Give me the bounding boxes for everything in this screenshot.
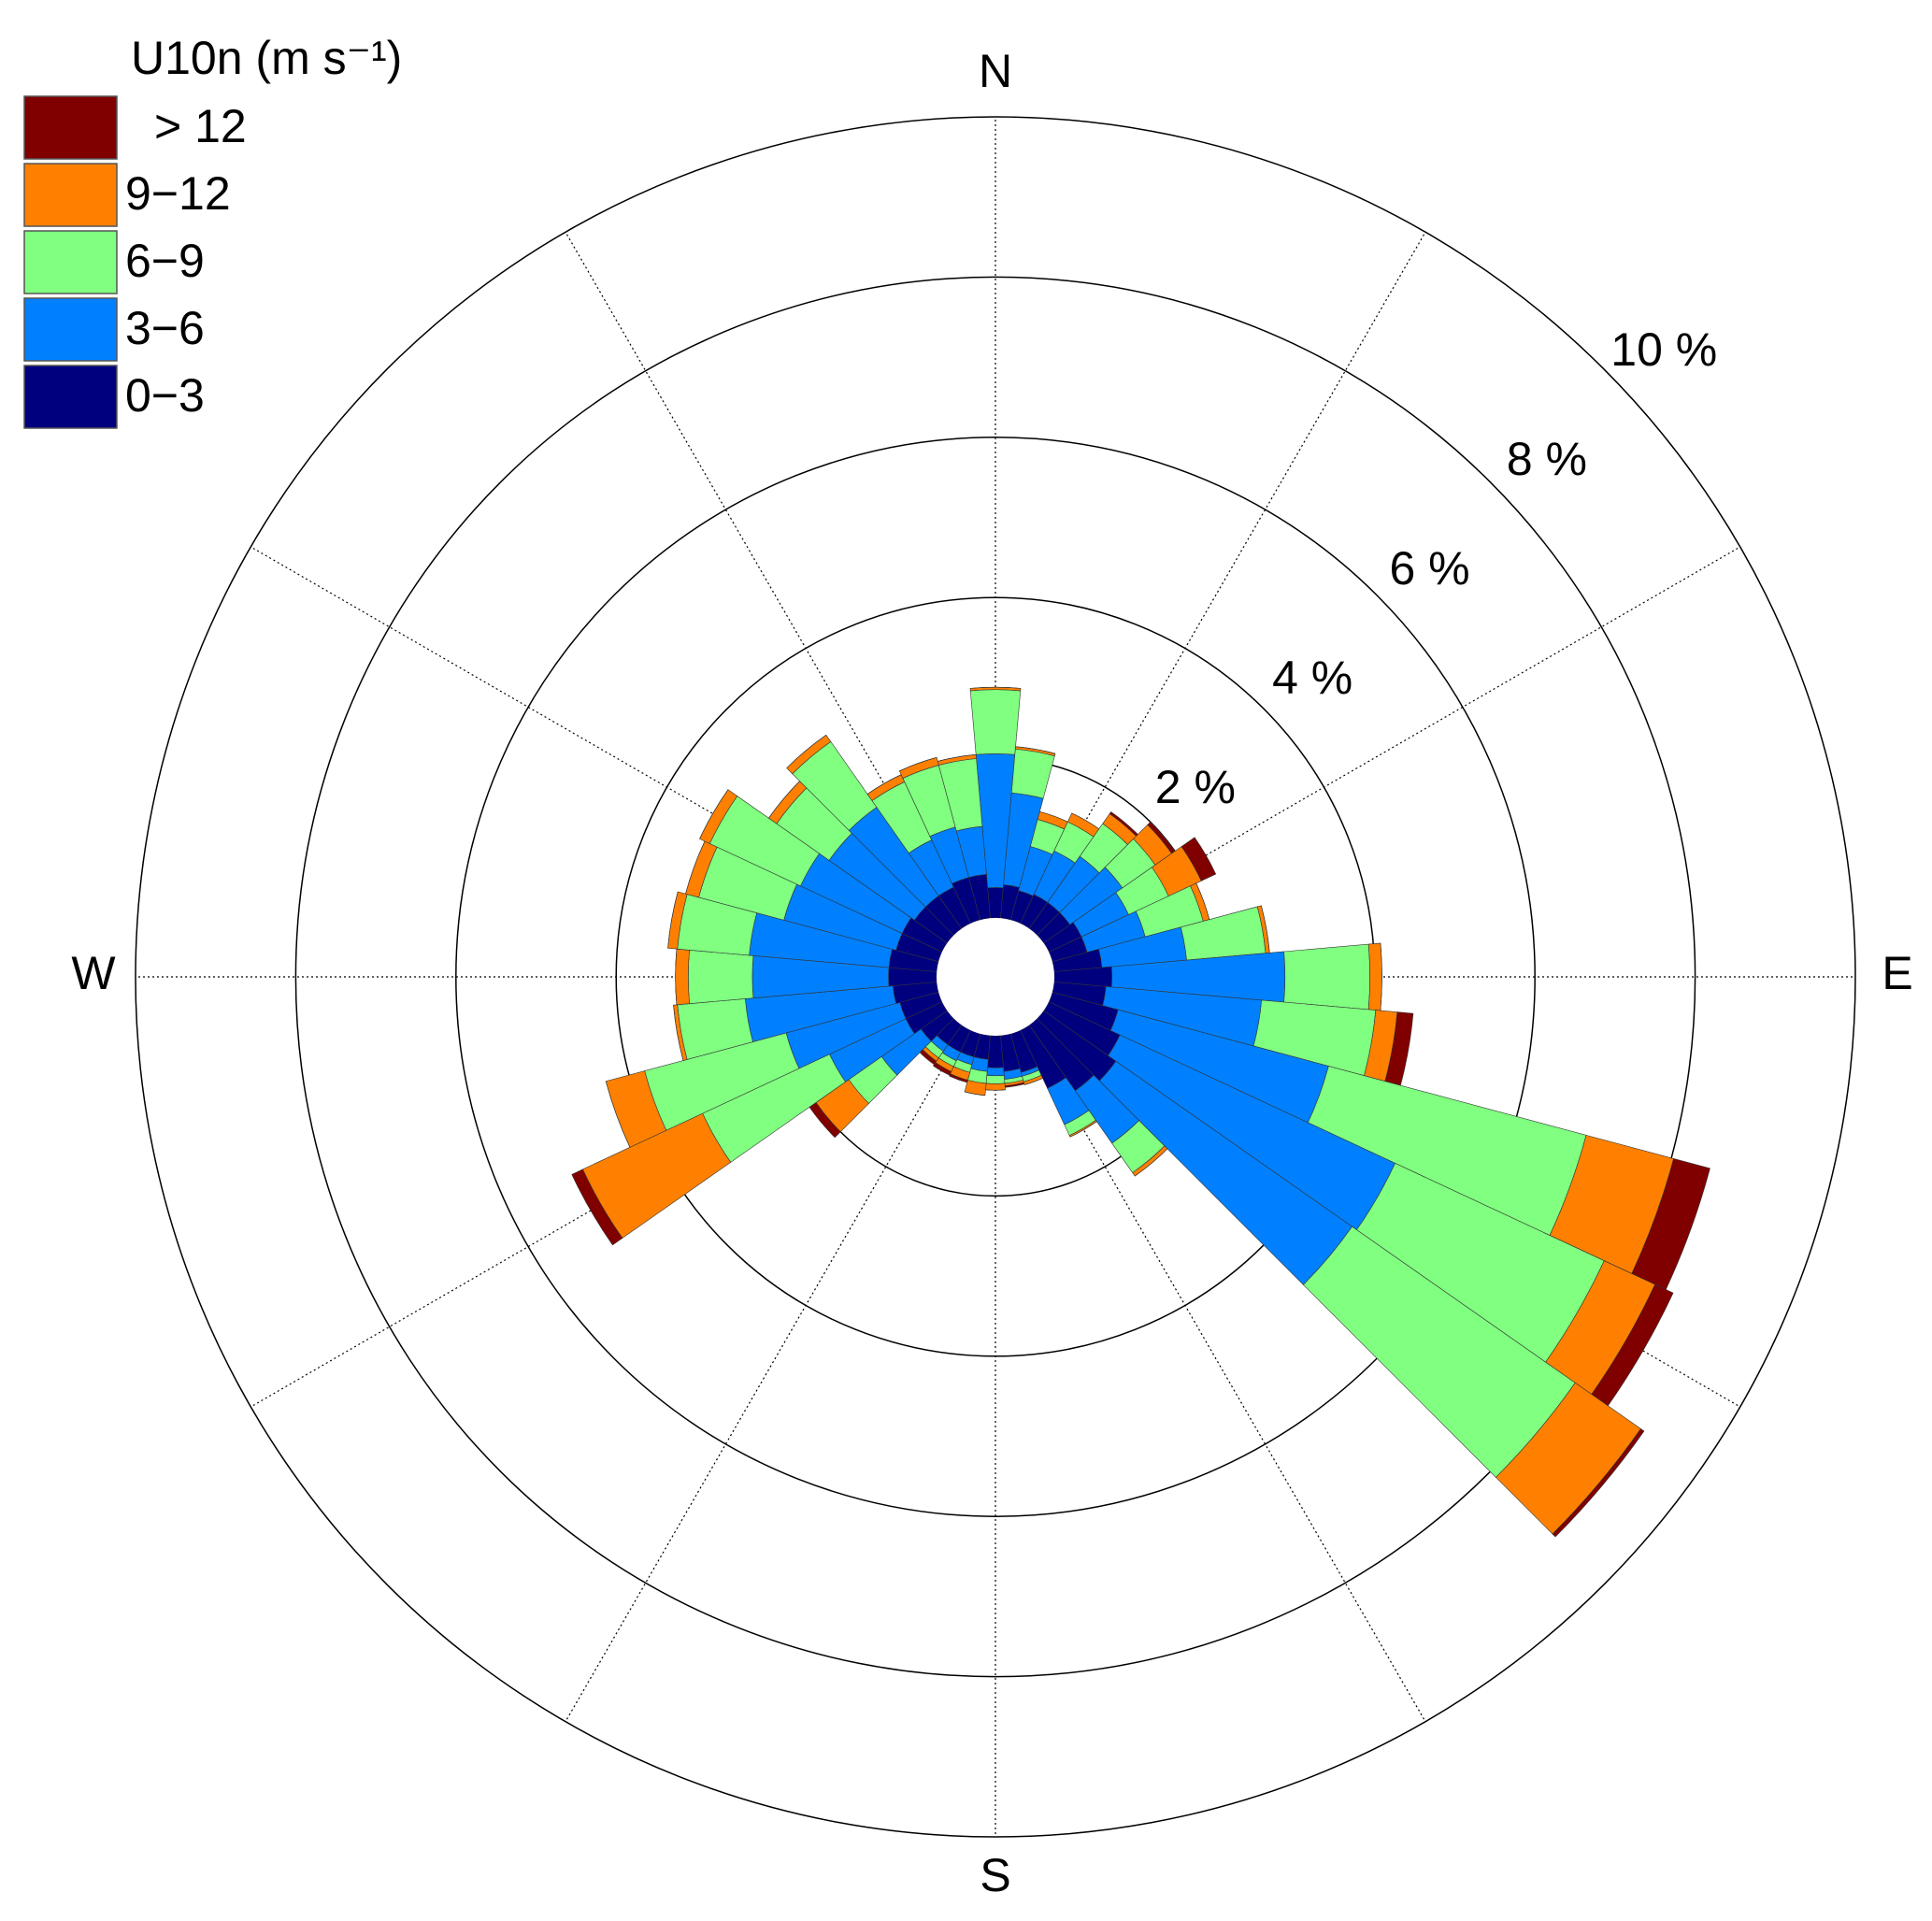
wind-segment (1367, 942, 1382, 1011)
legend-label: 9−12 (125, 167, 231, 220)
ring-label: 4 % (1272, 652, 1352, 704)
wind-segment (969, 689, 1022, 755)
wind-segment (949, 1073, 968, 1083)
legend: U10n (m s⁻¹) > 12 9−12 6−9 3−6 0−3 (23, 32, 402, 429)
wind-segment (675, 948, 690, 1006)
wind-segment (1069, 1121, 1097, 1138)
legend-swatch (23, 297, 118, 362)
legend-swatch (23, 95, 118, 160)
legend-label: 6−9 (125, 235, 205, 287)
ring (455, 437, 1536, 1517)
spoke (565, 231, 996, 978)
wind-segment (969, 686, 1022, 689)
wind-segment (673, 1005, 684, 1061)
legend-swatch (23, 230, 118, 294)
legend-label: 0−3 (125, 369, 205, 422)
wind-segment (932, 1062, 952, 1076)
spoke (995, 546, 1741, 978)
center-hole (937, 918, 1054, 1036)
spoke (995, 976, 1426, 1723)
spoke (565, 976, 996, 1723)
wind-segment (688, 950, 754, 1004)
wind-segment (899, 757, 937, 772)
legend-label: > 12 (154, 100, 247, 152)
ring (294, 276, 1696, 1678)
legend-swatch (23, 163, 118, 227)
legend-swatch (23, 365, 118, 429)
wind-segment (964, 1091, 985, 1097)
compass-label: W (71, 947, 116, 999)
wind-segment (1552, 1428, 1645, 1538)
wind-segment (571, 1168, 623, 1246)
legend-title: U10n (m s⁻¹) (131, 32, 402, 84)
legend-label: 3−6 (125, 302, 205, 354)
wind-segment (986, 1067, 1005, 1077)
ring-label: 6 % (1389, 542, 1469, 595)
wind-segment (1010, 748, 1055, 799)
compass-label: N (979, 45, 1012, 97)
ring (135, 116, 1856, 1838)
spoke (250, 546, 996, 978)
wind-segment (985, 1075, 1006, 1084)
compass-label: S (980, 1849, 1010, 1901)
ring-label: 8 % (1507, 433, 1587, 485)
compass-label: E (1882, 947, 1912, 999)
wind-segment (985, 1082, 1006, 1091)
ring-label: 10 % (1610, 323, 1717, 376)
ring-label: 2 % (1155, 761, 1236, 813)
wind-segment (1181, 837, 1217, 882)
spoke (995, 231, 1426, 978)
bars (571, 686, 1710, 1538)
wind-segment (1015, 746, 1056, 754)
labels: 2 % 4 % 6 % 8 % 10 % N E S W (71, 45, 1912, 1901)
wind-segment (1283, 943, 1370, 1011)
